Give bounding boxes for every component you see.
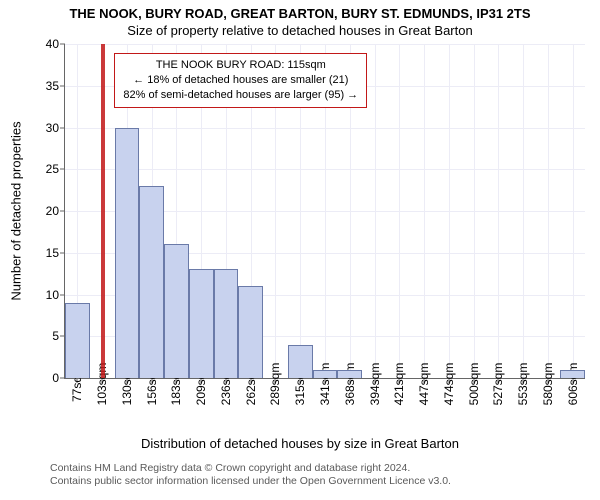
xtick-label: 553sqm bbox=[516, 363, 530, 406]
footer-line1: Contains HM Land Registry data © Crown c… bbox=[50, 462, 600, 475]
ytick-mark bbox=[60, 44, 65, 45]
grid-v bbox=[375, 44, 376, 378]
ytick-label: 15 bbox=[46, 246, 59, 260]
grid-v bbox=[523, 44, 524, 378]
ytick-label: 0 bbox=[52, 371, 59, 385]
annotation-line: ← 18% of detached houses are smaller (21… bbox=[123, 73, 358, 88]
title-block: THE NOOK, BURY ROAD, GREAT BARTON, BURY … bbox=[0, 6, 600, 38]
xtick-label: 289sqm bbox=[268, 363, 282, 406]
grid-v bbox=[449, 44, 450, 378]
property-marker-line bbox=[101, 44, 105, 378]
xtick-label: 474sqm bbox=[442, 363, 456, 406]
plot-area: 051015202530354077sqm103sqm130sqm156sqm1… bbox=[64, 44, 585, 379]
ytick-mark bbox=[60, 127, 65, 128]
ytick-mark bbox=[60, 294, 65, 295]
ytick-mark bbox=[60, 211, 65, 212]
xtick-label: 447sqm bbox=[417, 363, 431, 406]
bar bbox=[65, 303, 90, 378]
title-main: THE NOOK, BURY ROAD, GREAT BARTON, BURY … bbox=[0, 6, 600, 21]
grid-v bbox=[498, 44, 499, 378]
ytick-mark bbox=[60, 169, 65, 170]
xtick-label: 580sqm bbox=[541, 363, 555, 406]
bar bbox=[560, 370, 585, 378]
ytick-mark bbox=[60, 85, 65, 86]
ytick-label: 20 bbox=[46, 204, 59, 218]
xtick-label: 500sqm bbox=[467, 363, 481, 406]
ytick-label: 25 bbox=[46, 162, 59, 176]
footer-block: Contains HM Land Registry data © Crown c… bbox=[0, 462, 600, 488]
bar bbox=[139, 186, 164, 378]
chart-container: THE NOOK, BURY ROAD, GREAT BARTON, BURY … bbox=[0, 0, 600, 500]
grid-v bbox=[424, 44, 425, 378]
bar bbox=[164, 244, 189, 378]
annotation-line: THE NOOK BURY ROAD: 115sqm bbox=[123, 58, 358, 73]
bar bbox=[313, 370, 338, 378]
grid-v bbox=[474, 44, 475, 378]
ytick-label: 35 bbox=[46, 79, 59, 93]
xtick-label: 527sqm bbox=[491, 363, 505, 406]
ytick-label: 30 bbox=[46, 121, 59, 135]
ytick-mark bbox=[60, 252, 65, 253]
bar bbox=[115, 128, 140, 379]
title-sub: Size of property relative to detached ho… bbox=[0, 23, 600, 38]
bar bbox=[214, 269, 239, 378]
grid-v bbox=[399, 44, 400, 378]
xtick-label: 394sqm bbox=[368, 363, 382, 406]
ytick-label: 10 bbox=[46, 288, 59, 302]
ytick-label: 5 bbox=[52, 329, 59, 343]
bar bbox=[189, 269, 214, 378]
bar bbox=[337, 370, 362, 378]
y-axis-title: Number of detached properties bbox=[9, 121, 24, 300]
grid-v bbox=[573, 44, 574, 378]
footer-line2: Contains public sector information licen… bbox=[50, 475, 600, 488]
annotation-line: 82% of semi-detached houses are larger (… bbox=[123, 88, 358, 103]
bar bbox=[238, 286, 263, 378]
x-axis-title: Distribution of detached houses by size … bbox=[0, 436, 600, 451]
ytick-label: 40 bbox=[46, 37, 59, 51]
grid-v bbox=[548, 44, 549, 378]
xtick-label: 421sqm bbox=[392, 363, 406, 406]
annotation-box: THE NOOK BURY ROAD: 115sqm← 18% of detac… bbox=[114, 53, 367, 108]
bar bbox=[288, 345, 313, 378]
